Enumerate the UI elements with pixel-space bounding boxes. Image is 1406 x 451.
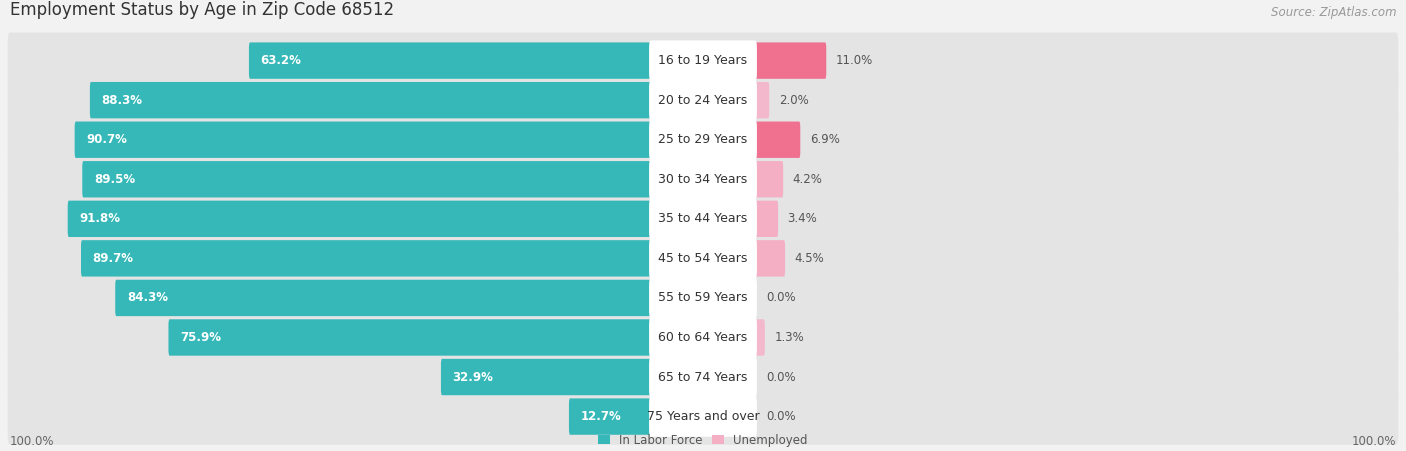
Text: 2.0%: 2.0% (779, 94, 808, 107)
Text: 0.0%: 0.0% (766, 371, 796, 383)
FancyBboxPatch shape (75, 121, 651, 158)
FancyBboxPatch shape (755, 161, 783, 198)
Text: 88.3%: 88.3% (101, 94, 142, 107)
Text: 3.4%: 3.4% (787, 212, 817, 226)
Text: 75 Years and over: 75 Years and over (647, 410, 759, 423)
FancyBboxPatch shape (441, 359, 651, 395)
FancyBboxPatch shape (67, 201, 651, 237)
Text: 91.8%: 91.8% (79, 212, 121, 226)
Text: 100.0%: 100.0% (1351, 435, 1396, 448)
Text: 4.2%: 4.2% (793, 173, 823, 186)
FancyBboxPatch shape (7, 270, 1399, 326)
Text: 0.0%: 0.0% (766, 410, 796, 423)
Text: 89.7%: 89.7% (93, 252, 134, 265)
FancyBboxPatch shape (569, 398, 651, 435)
Text: 11.0%: 11.0% (835, 54, 873, 67)
Text: 63.2%: 63.2% (260, 54, 301, 67)
FancyBboxPatch shape (7, 191, 1399, 247)
Text: 45 to 54 Years: 45 to 54 Years (658, 252, 748, 265)
FancyBboxPatch shape (650, 159, 756, 199)
Text: Employment Status by Age in Zip Code 68512: Employment Status by Age in Zip Code 685… (10, 1, 394, 19)
FancyBboxPatch shape (650, 120, 756, 160)
FancyBboxPatch shape (755, 240, 785, 276)
Text: 60 to 64 Years: 60 to 64 Years (658, 331, 748, 344)
FancyBboxPatch shape (115, 280, 651, 316)
Text: 65 to 74 Years: 65 to 74 Years (658, 371, 748, 383)
FancyBboxPatch shape (7, 72, 1399, 128)
FancyBboxPatch shape (7, 349, 1399, 405)
FancyBboxPatch shape (650, 41, 756, 81)
FancyBboxPatch shape (7, 388, 1399, 445)
FancyBboxPatch shape (7, 230, 1399, 286)
Legend: In Labor Force, Unemployed: In Labor Force, Unemployed (598, 433, 808, 446)
FancyBboxPatch shape (650, 357, 756, 397)
Text: 55 to 59 Years: 55 to 59 Years (658, 291, 748, 304)
Text: 89.5%: 89.5% (94, 173, 135, 186)
FancyBboxPatch shape (650, 198, 756, 239)
Text: Source: ZipAtlas.com: Source: ZipAtlas.com (1271, 6, 1396, 19)
FancyBboxPatch shape (7, 309, 1399, 366)
Text: 90.7%: 90.7% (86, 133, 127, 146)
Text: 4.5%: 4.5% (794, 252, 824, 265)
Text: 35 to 44 Years: 35 to 44 Years (658, 212, 748, 226)
Text: 75.9%: 75.9% (180, 331, 221, 344)
FancyBboxPatch shape (650, 80, 756, 120)
FancyBboxPatch shape (83, 161, 651, 198)
FancyBboxPatch shape (7, 151, 1399, 207)
FancyBboxPatch shape (82, 240, 651, 276)
FancyBboxPatch shape (755, 121, 800, 158)
Text: 32.9%: 32.9% (453, 371, 494, 383)
FancyBboxPatch shape (7, 112, 1399, 168)
Text: 30 to 34 Years: 30 to 34 Years (658, 173, 748, 186)
Text: 6.9%: 6.9% (810, 133, 839, 146)
FancyBboxPatch shape (755, 42, 827, 79)
Text: 12.7%: 12.7% (581, 410, 621, 423)
FancyBboxPatch shape (650, 278, 756, 318)
Text: 0.0%: 0.0% (766, 291, 796, 304)
Text: 1.3%: 1.3% (775, 331, 804, 344)
FancyBboxPatch shape (650, 396, 756, 437)
FancyBboxPatch shape (650, 238, 756, 279)
Text: 84.3%: 84.3% (127, 291, 167, 304)
FancyBboxPatch shape (650, 318, 756, 358)
FancyBboxPatch shape (169, 319, 651, 356)
FancyBboxPatch shape (755, 319, 765, 356)
FancyBboxPatch shape (7, 32, 1399, 89)
FancyBboxPatch shape (249, 42, 651, 79)
Text: 16 to 19 Years: 16 to 19 Years (658, 54, 748, 67)
FancyBboxPatch shape (755, 82, 769, 118)
Text: 100.0%: 100.0% (10, 435, 55, 448)
FancyBboxPatch shape (90, 82, 651, 118)
FancyBboxPatch shape (755, 201, 778, 237)
Text: 25 to 29 Years: 25 to 29 Years (658, 133, 748, 146)
Text: 20 to 24 Years: 20 to 24 Years (658, 94, 748, 107)
